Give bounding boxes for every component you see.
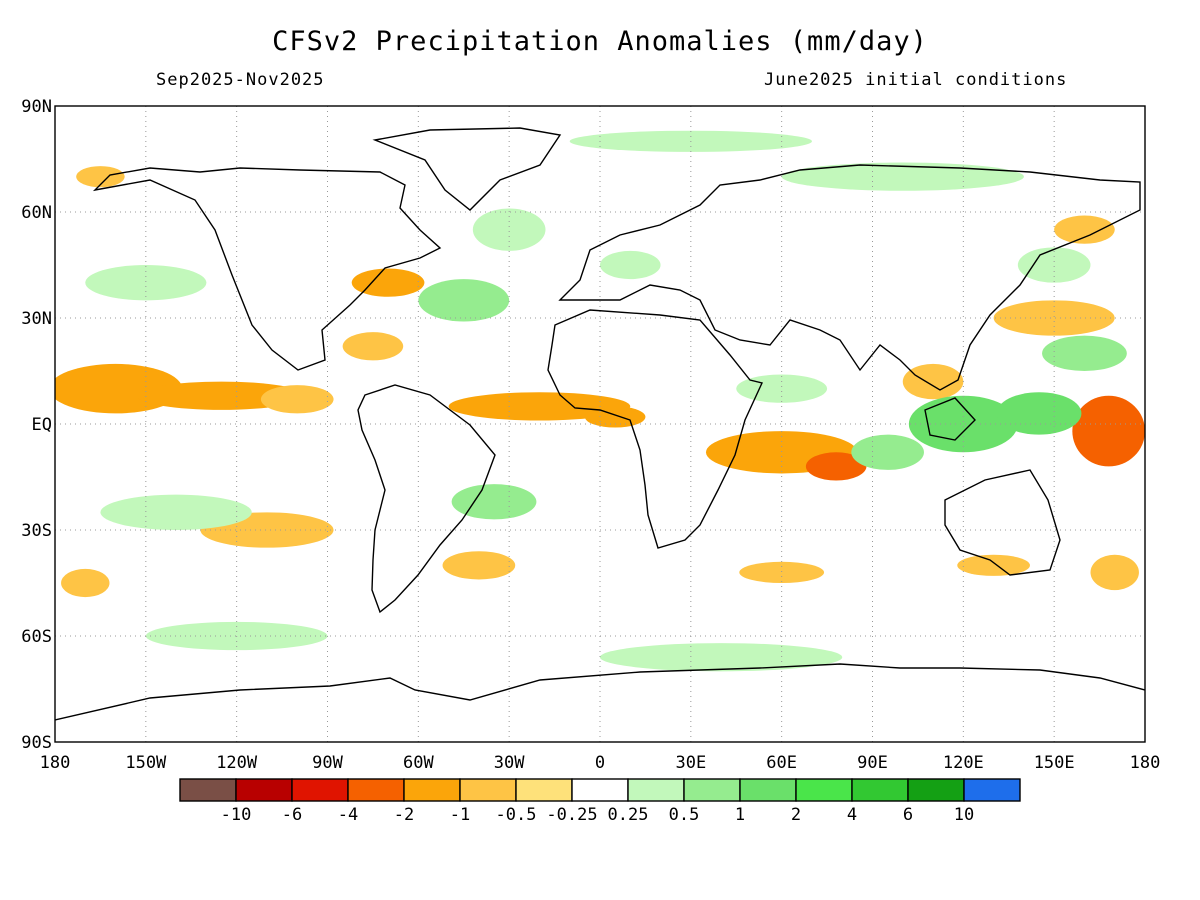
- anomaly-region: [1017, 247, 1091, 283]
- anomaly-region: [85, 265, 207, 301]
- longitude-label: 120E: [943, 753, 984, 773]
- colorbar-swatch: [347, 778, 405, 802]
- coastline-antarctica: [55, 663, 1145, 721]
- coastline-south-america: [357, 384, 496, 614]
- anomaly-region: [472, 208, 546, 251]
- latitude-label: 30N: [21, 309, 52, 329]
- latitude-label: 90N: [21, 97, 52, 117]
- coastline-north-america: [92, 167, 442, 371]
- colorbar-label: 4: [847, 805, 857, 825]
- colorbar-swatch: [851, 778, 909, 802]
- anomaly-region: [1042, 335, 1127, 372]
- anomaly-region: [61, 568, 110, 598]
- longitude-label: 0: [595, 753, 605, 773]
- anomaly-region: [902, 363, 964, 400]
- coastline-australia: [944, 469, 1061, 576]
- anomaly-region: [996, 392, 1082, 435]
- longitude-label: 30W: [494, 753, 525, 773]
- colorbar-label: -4: [338, 805, 358, 825]
- latitude-label: 60S: [21, 627, 52, 647]
- anomaly-region: [781, 162, 1024, 191]
- colorbar-swatch: [963, 778, 1021, 802]
- colorbar-label: -0.25: [546, 805, 597, 825]
- anomaly-region: [908, 395, 1018, 453]
- anomaly-region: [600, 250, 661, 280]
- map-gridlines: [55, 106, 1145, 742]
- longitude-label: 180: [40, 753, 71, 773]
- longitude-label: 90E: [857, 753, 888, 773]
- anomaly-shading: [55, 130, 1145, 672]
- colorbar-swatch: [739, 778, 797, 802]
- coastline-eurasia: [558, 164, 1141, 391]
- anomaly-region: [100, 494, 252, 530]
- initial-conditions: June2025 initial conditions: [764, 70, 1068, 90]
- colorbar-swatch: [179, 778, 237, 802]
- anomaly-region: [448, 392, 631, 421]
- coastline-borneo: [924, 397, 976, 441]
- anomaly-region: [805, 452, 867, 481]
- longitude-label: 60E: [766, 753, 797, 773]
- anomaly-region: [76, 166, 125, 188]
- color-legend: -10 -6 -4 -2 -1 -0.5 -0.25 0.25 0.5 1 2 4 6 10: [179, 778, 1021, 825]
- longitude-label: 120W: [216, 753, 258, 773]
- colorbar-label: -2: [394, 805, 414, 825]
- latitude-labels: 90N 60N 30N EQ 30S 60S 90S: [21, 97, 52, 753]
- coastline-greenland: [372, 127, 562, 211]
- anomaly-region: [351, 268, 425, 297]
- colorbar-swatch: [571, 778, 629, 802]
- colorbar-label: 6: [903, 805, 913, 825]
- colorbar-swatch: [907, 778, 965, 802]
- longitude-label: 90W: [312, 753, 343, 773]
- colorbar-swatch: [627, 778, 685, 802]
- colorbar-label: 0.25: [608, 805, 649, 825]
- anomaly-region: [1054, 215, 1115, 244]
- longitude-labels: 180 150W 120W 90W 60W 30W 0 30E 60E 90E 120E 150E 18…: [40, 753, 1161, 773]
- anomaly-region: [451, 484, 537, 520]
- colorbar-swatch: [235, 778, 293, 802]
- anomaly-region: [260, 385, 334, 414]
- colorbar-label: -6: [282, 805, 302, 825]
- latitude-label: 90S: [21, 733, 52, 753]
- forecast-period: Sep2025-Nov2025: [156, 70, 325, 90]
- colorbar-swatch: [459, 778, 517, 802]
- map-frame: [54, 105, 1146, 743]
- colorbar-swatch: [795, 778, 853, 802]
- anomaly-region: [418, 279, 510, 322]
- anomaly-region: [851, 434, 924, 470]
- coastline-africa: [547, 309, 763, 549]
- anomaly-region: [993, 300, 1115, 336]
- longitude-label: 30E: [675, 753, 706, 773]
- colorbar-label: 0.5: [669, 805, 700, 825]
- longitude-label: 150E: [1034, 753, 1075, 773]
- colorbar-label: 1: [735, 805, 745, 825]
- colorbar-label: -10: [221, 805, 252, 825]
- anomaly-region: [1090, 554, 1139, 591]
- colorbar-swatch: [291, 778, 349, 802]
- colorbar-swatch: [683, 778, 741, 802]
- latitude-label: EQ: [32, 415, 52, 435]
- longitude-label: 60W: [403, 753, 434, 773]
- anomaly-region: [600, 643, 843, 672]
- coastlines: [55, 127, 1145, 721]
- anomaly-region: [442, 551, 516, 580]
- colorbar-label: -0.5: [496, 805, 537, 825]
- colorbar-label: 10: [954, 805, 974, 825]
- longitude-label: 150W: [125, 753, 167, 773]
- colorbar-label: 2: [791, 805, 801, 825]
- map-title: CFSv2 Precipitation Anomalies (mm/day): [272, 26, 928, 57]
- anomaly-region: [342, 332, 404, 361]
- colorbar-label: -1: [450, 805, 470, 825]
- colorbar-swatch: [403, 778, 461, 802]
- colorbar-swatch: [515, 778, 573, 802]
- latitude-label: 30S: [21, 521, 52, 541]
- longitude-label: 180: [1130, 753, 1161, 773]
- anomaly-region: [957, 554, 1030, 576]
- latitude-label: 60N: [21, 203, 52, 223]
- anomaly-region: [739, 561, 825, 584]
- anomaly-region: [1072, 395, 1145, 467]
